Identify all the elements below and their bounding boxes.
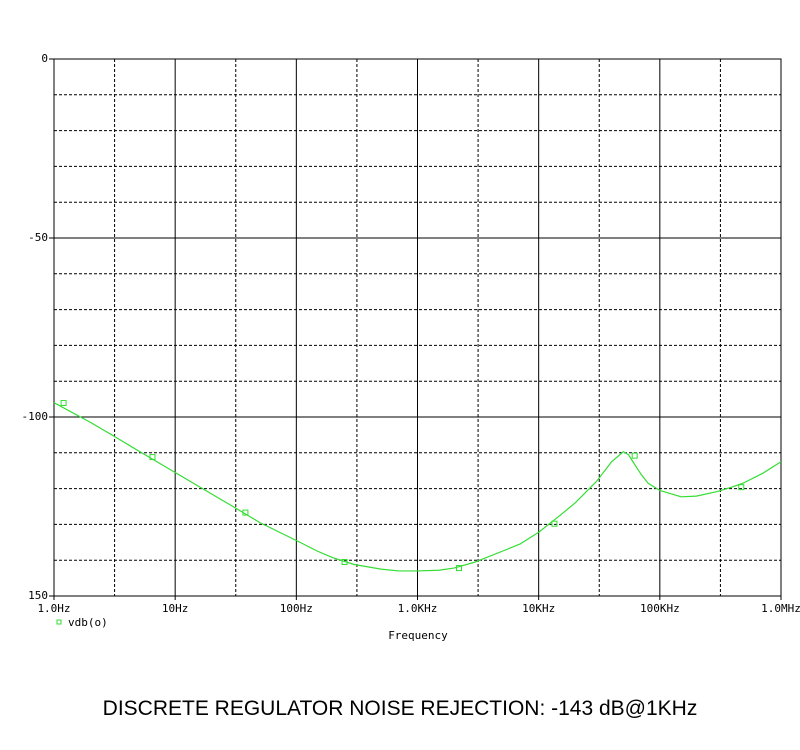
x-tick-label: 1.0KHz (398, 602, 438, 615)
y-tick-label: 0 (41, 52, 48, 65)
series-point-marker (60, 400, 67, 407)
axis-tick-marks (49, 58, 782, 600)
y-tick-label: 150 (28, 589, 48, 602)
legend-label: vdb(o) (68, 616, 108, 629)
series-point-marker (242, 509, 249, 516)
y-tick-label: -50 (28, 231, 48, 244)
series-point-marker (455, 565, 462, 572)
x-axis-title: Frequency (388, 629, 448, 642)
y-axis-tick-labels: 0 -50 -100 150 (22, 52, 49, 602)
x-axis-tick-labels: 1.0Hz 10Hz 100Hz 1.0KHz 10KHz 100KHz 1.0MHz (37, 602, 800, 615)
x-tick-label: 10KHz (522, 602, 555, 615)
y-tick-label: -100 (22, 410, 49, 423)
x-tick-label: 100KHz (640, 602, 680, 615)
x-tick-label: 1.0MHz (761, 602, 800, 615)
x-tick-label: 10Hz (162, 602, 189, 615)
series-point-marker (149, 454, 156, 461)
series-point-marker (631, 452, 638, 459)
plot-grid (53, 58, 782, 597)
series-line-0 (53, 402, 782, 572)
legend: vdb(o) (56, 616, 108, 629)
chart-title: DISCRETE REGULATOR NOISE REJECTION: -143… (102, 697, 698, 720)
legend-marker-icon (56, 619, 62, 625)
x-tick-label: 1.0Hz (37, 602, 70, 615)
series-point-marker (551, 520, 558, 527)
series-point-marker (738, 484, 745, 491)
x-tick-label: 100Hz (280, 602, 313, 615)
series-point-marker (341, 558, 348, 565)
series-layer (53, 400, 782, 572)
